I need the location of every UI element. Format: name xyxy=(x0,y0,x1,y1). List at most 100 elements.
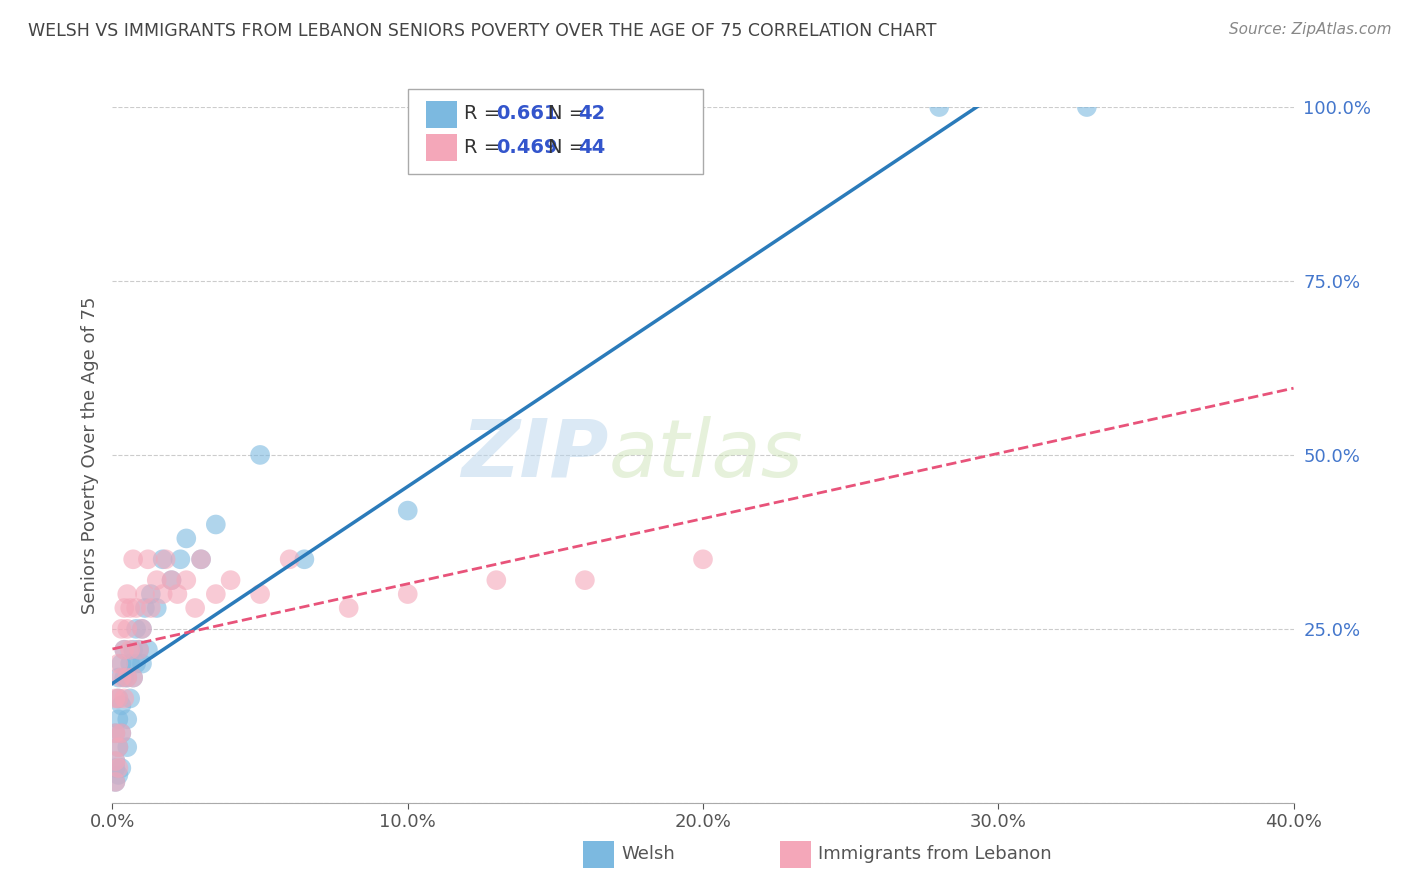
Point xyxy=(107,768,129,782)
Point xyxy=(110,657,132,671)
Point xyxy=(574,573,596,587)
Point xyxy=(131,622,153,636)
Point xyxy=(110,726,132,740)
Point xyxy=(205,517,228,532)
Point xyxy=(184,601,207,615)
Text: R =: R = xyxy=(464,103,506,123)
Point xyxy=(110,761,132,775)
Point xyxy=(125,657,148,671)
Text: Source: ZipAtlas.com: Source: ZipAtlas.com xyxy=(1229,22,1392,37)
Point xyxy=(104,775,127,789)
Point xyxy=(190,552,212,566)
Point xyxy=(134,587,156,601)
Text: N =: N = xyxy=(548,137,592,157)
Text: 42: 42 xyxy=(578,103,605,123)
Point xyxy=(112,601,135,615)
Point xyxy=(174,573,197,587)
Point xyxy=(112,642,135,657)
Point xyxy=(928,100,950,114)
Point xyxy=(219,573,242,587)
Point xyxy=(205,587,228,601)
Point xyxy=(152,587,174,601)
Point xyxy=(396,503,419,517)
Point xyxy=(139,587,162,601)
Point xyxy=(160,573,183,587)
Point xyxy=(120,657,142,671)
Point xyxy=(166,587,188,601)
Point xyxy=(152,552,174,566)
Point xyxy=(122,671,145,685)
Point xyxy=(292,552,315,566)
Text: WELSH VS IMMIGRANTS FROM LEBANON SENIORS POVERTY OVER THE AGE OF 75 CORRELATION : WELSH VS IMMIGRANTS FROM LEBANON SENIORS… xyxy=(28,22,936,40)
Point xyxy=(155,552,177,566)
Point xyxy=(139,601,162,615)
Point xyxy=(190,552,212,566)
Point xyxy=(146,601,169,615)
Point xyxy=(122,552,145,566)
Point xyxy=(136,552,159,566)
Point xyxy=(692,552,714,566)
Point xyxy=(104,726,127,740)
Point xyxy=(125,601,148,615)
Point xyxy=(120,691,142,706)
Point xyxy=(117,587,138,601)
Text: 44: 44 xyxy=(578,137,605,157)
Point xyxy=(107,657,129,671)
Text: 0.661: 0.661 xyxy=(496,103,558,123)
Point xyxy=(117,740,138,755)
Text: ZIP: ZIP xyxy=(461,416,609,494)
Point xyxy=(110,671,132,685)
Point xyxy=(104,761,127,775)
Point xyxy=(110,726,132,740)
Point xyxy=(131,622,153,636)
Y-axis label: Seniors Poverty Over the Age of 75: Seniors Poverty Over the Age of 75 xyxy=(80,296,98,614)
Point xyxy=(120,601,142,615)
Point xyxy=(104,691,127,706)
Point xyxy=(107,740,129,755)
Text: N =: N = xyxy=(548,103,592,123)
Text: R =: R = xyxy=(464,137,506,157)
Point xyxy=(112,691,135,706)
Point xyxy=(160,573,183,587)
Point xyxy=(128,642,150,657)
Point xyxy=(134,601,156,615)
Point xyxy=(107,712,129,726)
Point xyxy=(107,740,129,755)
Point xyxy=(1076,100,1098,114)
Point xyxy=(337,601,360,615)
Point xyxy=(396,587,419,601)
Point xyxy=(131,657,153,671)
Point xyxy=(112,642,135,657)
Point xyxy=(136,642,159,657)
Point xyxy=(174,532,197,546)
Point xyxy=(104,726,127,740)
Point xyxy=(249,587,271,601)
Point xyxy=(169,552,191,566)
Point xyxy=(104,775,127,789)
Point xyxy=(104,754,127,768)
Point xyxy=(104,754,127,768)
Point xyxy=(110,622,132,636)
Point xyxy=(110,698,132,713)
Point xyxy=(117,622,138,636)
Point xyxy=(117,671,138,685)
Point xyxy=(107,671,129,685)
Point xyxy=(128,642,150,657)
Point xyxy=(117,712,138,726)
Point xyxy=(107,691,129,706)
Point xyxy=(146,573,169,587)
Text: atlas: atlas xyxy=(609,416,803,494)
Point xyxy=(107,761,129,775)
Point xyxy=(278,552,301,566)
Text: Immigrants from Lebanon: Immigrants from Lebanon xyxy=(818,845,1052,863)
Point xyxy=(125,622,148,636)
Point xyxy=(122,642,145,657)
Point xyxy=(117,671,138,685)
Point xyxy=(249,448,271,462)
Point xyxy=(122,671,145,685)
Text: Welsh: Welsh xyxy=(621,845,675,863)
Point xyxy=(107,691,129,706)
Text: 0.469: 0.469 xyxy=(496,137,558,157)
Point xyxy=(485,573,508,587)
Point xyxy=(120,642,142,657)
